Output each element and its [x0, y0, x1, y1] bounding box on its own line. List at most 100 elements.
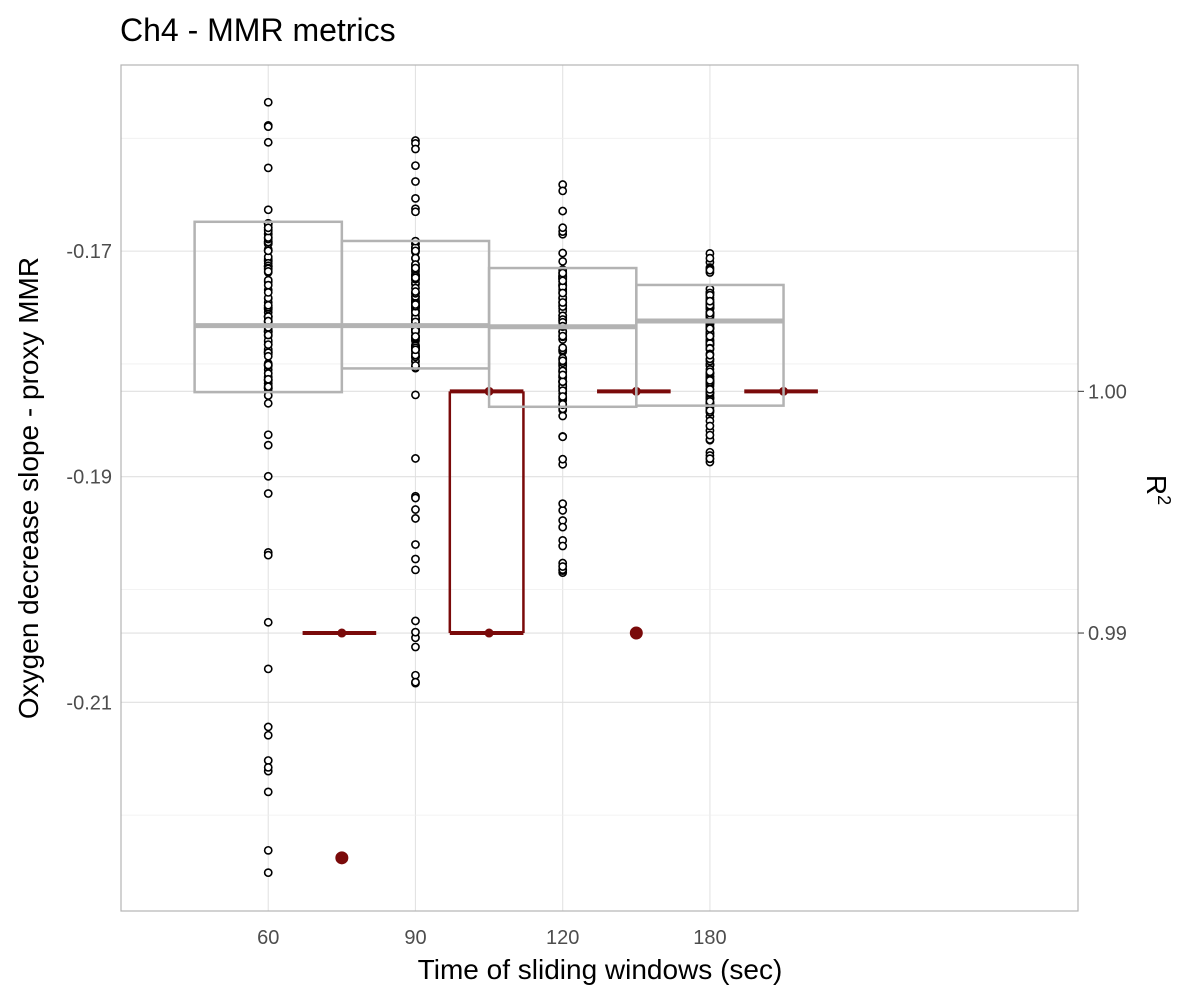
x-axis-title: Time of sliding windows (sec) — [418, 954, 783, 985]
raw-point — [411, 161, 420, 170]
raw-point — [558, 248, 568, 258]
raw-point — [411, 616, 420, 626]
raw-point — [558, 432, 568, 442]
raw-point — [705, 396, 715, 406]
raw-point — [263, 868, 273, 878]
raw-point — [558, 499, 568, 509]
box-body — [635, 283, 785, 407]
raw-point — [558, 562, 568, 571]
raw-point — [411, 677, 420, 687]
y-tick-label: -0.17 — [66, 241, 112, 263]
raw-point — [263, 288, 273, 297]
raw-point — [558, 392, 568, 401]
raw-point — [411, 246, 420, 256]
raw-point — [263, 280, 273, 290]
y-tick-label: -0.19 — [66, 467, 112, 489]
raw-point — [705, 331, 715, 341]
raw-point — [705, 350, 715, 360]
raw-point — [263, 617, 273, 627]
raw-point — [558, 206, 568, 216]
r2-point — [337, 628, 347, 638]
raw-point — [558, 223, 568, 233]
y-tick-label: -0.21 — [66, 692, 112, 714]
raw-point — [263, 300, 273, 310]
raw-point — [705, 296, 715, 306]
boxplot-90 — [340, 136, 491, 688]
raw-point — [263, 730, 273, 740]
raw-point — [411, 627, 420, 637]
raw-point — [411, 263, 420, 273]
r2-point — [335, 851, 349, 865]
raw-point — [411, 300, 420, 309]
plot-border — [120, 64, 1079, 912]
y2-axis-title-base: R — [1141, 475, 1172, 495]
raw-point — [705, 406, 715, 415]
raw-point — [705, 308, 715, 318]
raw-point — [263, 163, 273, 173]
raw-point — [411, 390, 420, 400]
raw-point — [411, 670, 420, 680]
raw-point — [411, 454, 420, 463]
raw-point — [411, 554, 420, 564]
raw-point — [263, 489, 273, 498]
axis-ticks: 60 90 120 180 -0.17 -0.19 -0.21 1.00 0.99 — [66, 241, 1127, 949]
raw-point — [263, 266, 273, 276]
raw-point — [558, 276, 568, 286]
raw-point — [558, 356, 568, 366]
raw-point — [263, 471, 273, 481]
raw-point — [558, 343, 568, 353]
x-tick-label: 60 — [257, 927, 279, 949]
y2-axis-title: R2 — [1141, 475, 1174, 505]
raw-point — [263, 205, 273, 215]
raw-point — [558, 268, 568, 278]
raw-point — [411, 540, 420, 549]
raw-point — [411, 177, 420, 186]
raw-point — [263, 398, 273, 408]
raw-point — [558, 298, 568, 307]
y2-tick-label: 1.00 — [1088, 381, 1127, 403]
raw-point — [558, 288, 568, 298]
raw-point — [411, 287, 420, 296]
raw-point — [705, 253, 715, 263]
x-tick-label: 90 — [404, 927, 426, 949]
raw-point — [705, 454, 715, 464]
boxplot-120 — [487, 180, 638, 577]
raw-point — [705, 375, 715, 385]
raw-point — [558, 370, 568, 380]
raw-point — [263, 330, 273, 340]
raw-point — [263, 374, 273, 384]
r2-point — [484, 628, 494, 638]
raw-point — [411, 207, 420, 217]
y2-tick-label: 0.99 — [1088, 623, 1127, 645]
raw-point — [263, 762, 273, 772]
raw-point — [705, 367, 715, 377]
boxplot-180 — [635, 248, 785, 467]
raw-point — [263, 664, 273, 674]
raw-point — [705, 384, 715, 394]
chart-title: Ch4 - MMR metrics — [120, 12, 396, 48]
raw-point — [263, 122, 273, 132]
raw-point — [705, 421, 715, 431]
y-axis-title: Oxygen decrease slope - proxy MMR — [13, 257, 44, 719]
raw-point — [558, 331, 568, 341]
raw-point — [263, 137, 273, 147]
raw-point — [558, 257, 568, 266]
boxplot-60 — [193, 97, 344, 878]
raw-point — [263, 845, 273, 855]
raw-point — [263, 382, 273, 392]
raw-point — [263, 360, 273, 370]
raw-point — [411, 144, 420, 154]
raw-point — [411, 493, 420, 503]
raw-point — [411, 565, 420, 575]
raw-point — [263, 440, 273, 450]
raw-point — [558, 411, 568, 421]
raw-point — [263, 787, 273, 797]
raw-point — [263, 430, 273, 440]
raw-point — [411, 514, 420, 523]
raw-point — [705, 265, 715, 275]
raw-point — [558, 186, 568, 196]
r2-point — [629, 626, 643, 640]
raw-point — [558, 541, 568, 551]
x-tick-label: 180 — [693, 927, 726, 949]
raw-point — [411, 642, 420, 652]
